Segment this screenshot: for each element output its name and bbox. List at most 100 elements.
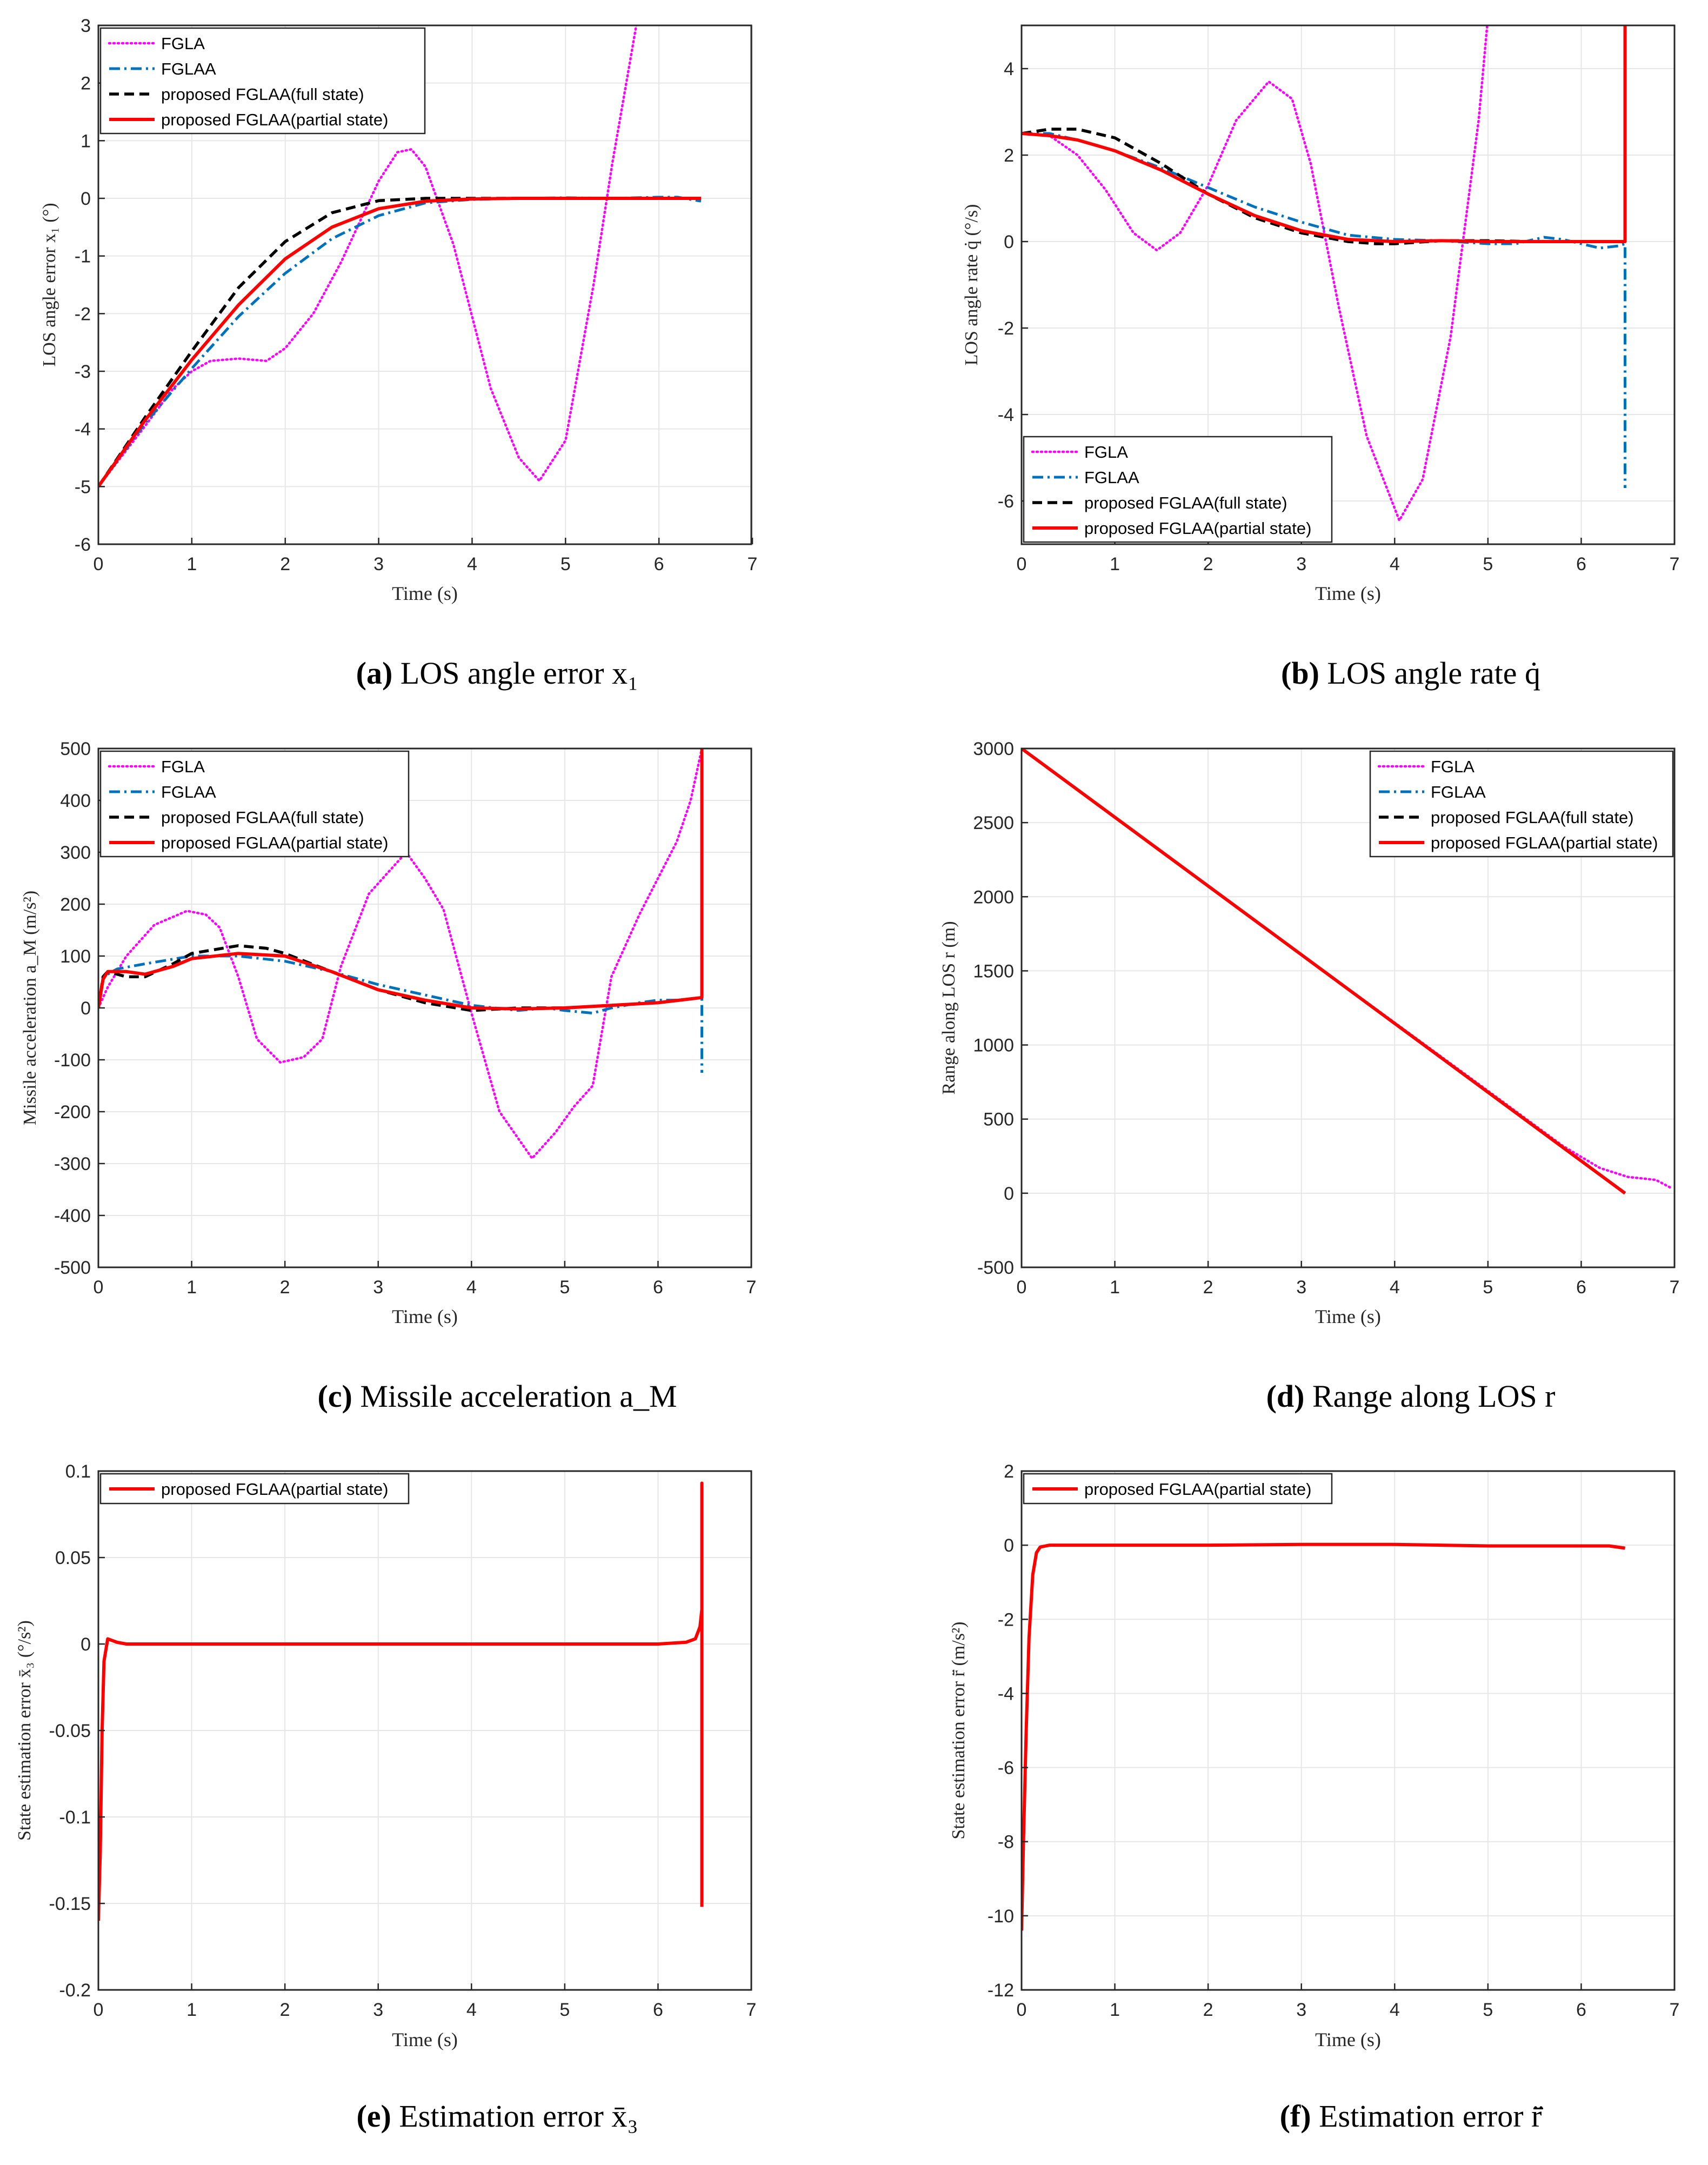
legend-label: proposed FGLAA(partial state) — [1084, 519, 1311, 538]
x-tick-label: 3 — [373, 2000, 383, 2020]
legend-box — [99, 750, 410, 858]
legend-label: proposed FGLAA(full state) — [161, 85, 364, 104]
caption-text: Missile acceleration a_M — [360, 1379, 677, 1414]
caption-text: Range along LOS r — [1312, 1379, 1556, 1414]
y-tick-label: 2 — [81, 73, 91, 94]
caption-letter: (a) — [356, 656, 393, 691]
y-tick-label: -1 — [75, 246, 91, 267]
x-tick-label: 5 — [1483, 2000, 1493, 2020]
series-line-partial — [1022, 749, 1626, 1195]
y-tick-label: 500 — [983, 1110, 1014, 1130]
x-axis-label: Time (s) — [1315, 583, 1381, 604]
legend-label: proposed FGLAA(full state) — [161, 808, 364, 827]
y-tick-label: -6 — [998, 491, 1014, 512]
legend-label: FGLA — [161, 34, 205, 53]
y-tick-label: 100 — [60, 946, 91, 967]
x-tick-label: 4 — [467, 554, 477, 574]
series-line-fglaa — [98, 954, 703, 1073]
y-tick-label: 0 — [81, 1634, 91, 1655]
y-tick-label: -400 — [54, 1206, 91, 1226]
legend: FGLA FGLAA proposed FGLAA(full state) propo… — [99, 27, 426, 135]
x-tick-label: 4 — [1390, 554, 1400, 574]
y-tick-label: 3000 — [973, 739, 1014, 759]
y-axis-label: State estimation error r̄̈ (m/s²) — [949, 1622, 969, 1840]
x-tick-label: 0 — [1017, 1277, 1027, 1298]
y-tick-label: -6 — [998, 1758, 1014, 1779]
legend-label: proposed FGLAA(full state) — [1084, 493, 1287, 512]
series-layer — [1022, 25, 1627, 522]
x-tick-label: 6 — [653, 2000, 663, 2020]
legend-label: proposed FGLAA(partial state) — [1084, 1480, 1311, 1499]
y-tick-label: 0 — [1004, 1535, 1014, 1556]
y-tick-label: 4 — [1004, 59, 1014, 79]
legend-box — [1023, 436, 1333, 543]
caption-c: (c) Missile acceleration a_M — [146, 1378, 849, 1414]
y-tick-label: 0 — [1004, 1184, 1014, 1204]
x-tick-label: 5 — [559, 2000, 570, 2020]
x-tick-label: 2 — [1203, 554, 1213, 574]
series-line-partial — [98, 1481, 704, 1921]
tick-labels: 0 1 2 3 4 5 6 7 -6 -4 -2 0 2 4 — [998, 59, 1680, 574]
y-axis-label: Range along LOS r (m) — [939, 921, 959, 1094]
x-tick-label: 2 — [1203, 1277, 1213, 1298]
y-tick-label: -500 — [977, 1258, 1014, 1278]
y-tick-label: -2 — [998, 318, 1014, 339]
legend-label: FGLA — [1084, 443, 1128, 462]
panel-b: 0 1 2 3 4 5 6 7 -6 -4 -2 0 2 4 LOS angle rate q̇ (°/s… — [962, 24, 1680, 604]
y-tick-label: 3 — [81, 16, 91, 36]
plot-frame — [1020, 747, 1676, 1268]
caption-text: LOS angle rate q̇ — [1327, 656, 1540, 691]
caption-text: LOS angle error x₁ — [400, 656, 639, 691]
x-tick-label: 3 — [1296, 1277, 1306, 1298]
x-tick-label: 7 — [748, 554, 758, 574]
x-tick-label: 6 — [1576, 2000, 1586, 2020]
legend: FGLA FGLAA proposed FGLAA(full state) propo… — [99, 750, 410, 858]
x-tick-label: 0 — [1017, 2000, 1027, 2020]
y-tick-label: -300 — [54, 1154, 91, 1174]
x-tick-label: 7 — [1670, 554, 1680, 574]
y-tick-label: 0.05 — [55, 1548, 91, 1568]
x-tick-label: 3 — [373, 1277, 383, 1298]
y-tick-label: 1 — [81, 131, 91, 151]
x-tick-label: 5 — [559, 1277, 570, 1298]
y-tick-label: 500 — [60, 739, 91, 759]
y-tick-label: 0 — [81, 189, 91, 209]
y-tick-label: 0 — [1004, 232, 1014, 252]
series-line-partial — [1022, 25, 1627, 243]
x-tick-label: 2 — [1203, 2000, 1213, 2020]
legend: FGLA FGLAA proposed FGLAA(full state) propo… — [1369, 750, 1674, 858]
x-axis-label: Time (s) — [392, 583, 458, 604]
legend: FGLA FGLAA proposed FGLAA(full state) propo… — [1023, 436, 1333, 543]
x-axis-label: Time (s) — [1315, 2029, 1381, 2050]
x-tick-label: 2 — [280, 554, 290, 574]
plot-frame — [97, 24, 752, 545]
tick-labels: 0 1 2 3 4 5 6 7 -6 -5 -4 -3 -2 -1 0 1 2 3 — [75, 16, 758, 574]
tick-labels: 0 1 2 3 4 5 6 7 -12 -10 -8 -6 -4 -2 0 2 — [988, 1461, 1680, 2020]
panel-f: 0 1 2 3 4 5 6 7 -12 -10 -8 -6 -4 -2 0 2 State estimatio… — [949, 1461, 1679, 2050]
x-tick-label: 7 — [746, 2000, 757, 2020]
x-tick-label: 7 — [1670, 1277, 1680, 1298]
caption-f: (f) Estimation error r̄̈ — [1059, 2098, 1708, 2134]
legend-label: FGLAA — [161, 59, 216, 78]
caption-letter: (c) — [317, 1379, 352, 1414]
x-tick-label: 1 — [186, 2000, 197, 2020]
plot-area — [1022, 1471, 1674, 1990]
legend-label: FGLA — [161, 757, 205, 776]
y-tick-label: 1000 — [973, 1035, 1014, 1056]
legend-label: proposed FGLAA(partial state) — [161, 833, 388, 852]
x-tick-label: 6 — [1576, 554, 1586, 574]
legend-box — [99, 27, 426, 135]
y-tick-label: 2500 — [973, 813, 1014, 833]
caption-letter: (f) — [1279, 2099, 1311, 2134]
y-tick-label: 2000 — [973, 887, 1014, 907]
x-tick-label: 2 — [280, 1277, 290, 1298]
legend-label: proposed FGLAA(full state) — [1431, 808, 1634, 827]
caption-letter: (b) — [1281, 656, 1319, 691]
x-axis-label: Time (s) — [392, 2029, 458, 2050]
y-tick-label: -0.05 — [49, 1721, 91, 1741]
x-tick-label: 3 — [1296, 554, 1306, 574]
y-tick-label: 0 — [81, 998, 91, 1019]
series-line-fglaa — [98, 196, 702, 487]
y-tick-label: 1500 — [973, 961, 1014, 981]
